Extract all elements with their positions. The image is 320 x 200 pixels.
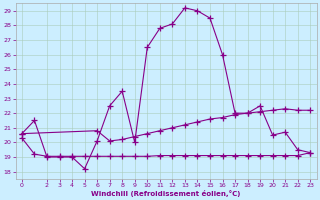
X-axis label: Windchill (Refroidissement éolien,°C): Windchill (Refroidissement éolien,°C) — [92, 190, 241, 197]
